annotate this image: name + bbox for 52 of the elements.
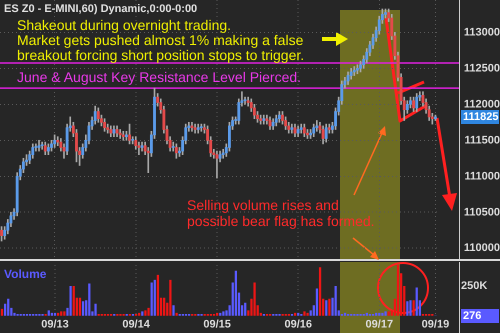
x-tick-label: 09/14 (122, 318, 151, 330)
text: 250K (461, 280, 488, 292)
bar (297, 312, 300, 316)
bar (334, 286, 337, 316)
bar (7, 298, 10, 316)
annotation: breakout forcing short position stops to trigger. (17, 47, 304, 63)
bar (72, 286, 75, 316)
y-tick-label: 110500 (464, 206, 500, 218)
annotation: Selling volume rises and (187, 197, 339, 213)
candlestick (216, 150, 218, 178)
x-tick-label: 09/17 (366, 318, 394, 330)
bar (244, 302, 246, 316)
bar (154, 280, 156, 316)
bar (175, 312, 178, 316)
y-tick-label: 111500 (464, 134, 500, 146)
bar (325, 300, 328, 316)
annotation: Market gets pushed almost 1% making a false (17, 32, 304, 48)
bar (141, 311, 144, 316)
chart-title: Volume (4, 267, 46, 281)
bar (219, 312, 222, 316)
bar (416, 288, 418, 316)
bar (366, 312, 368, 316)
bar (60, 311, 62, 316)
chart-title: ES Z0 - E-MINI,60) Dynamic,0:00-0:00 (4, 3, 198, 15)
bar (63, 311, 66, 316)
bar (150, 282, 153, 316)
bar (234, 270, 237, 316)
x-tick-label: 09/19 (422, 318, 450, 330)
x-tick-label: 09/15 (203, 318, 231, 330)
y-tick-label: 110000 (464, 242, 500, 254)
annotation: Shakeout during overnight trading. (17, 17, 232, 33)
bar (406, 301, 409, 316)
bar (388, 311, 390, 316)
candlestick (38, 140, 40, 152)
bar (163, 298, 166, 316)
text: 111825 (461, 110, 499, 124)
text: 276 (461, 309, 499, 323)
y-tick-label: 112000 (464, 98, 500, 110)
y-tick-label: 111000 (464, 170, 500, 182)
bar (138, 312, 140, 316)
bar (57, 312, 60, 316)
annotation: possible bear flag has formed. (187, 213, 375, 229)
bar (375, 312, 378, 316)
bar (48, 310, 50, 316)
x-tick-label: 09/13 (41, 318, 69, 330)
y-tick-label: 112500 (464, 62, 500, 74)
y-tick-label: 113000 (464, 26, 500, 38)
bar (378, 312, 380, 316)
x-tick-label: 09/16 (284, 318, 312, 330)
annotation: June & August Key Resistance Level Pierced. (17, 69, 302, 85)
bar (216, 312, 218, 316)
bar (88, 283, 90, 316)
